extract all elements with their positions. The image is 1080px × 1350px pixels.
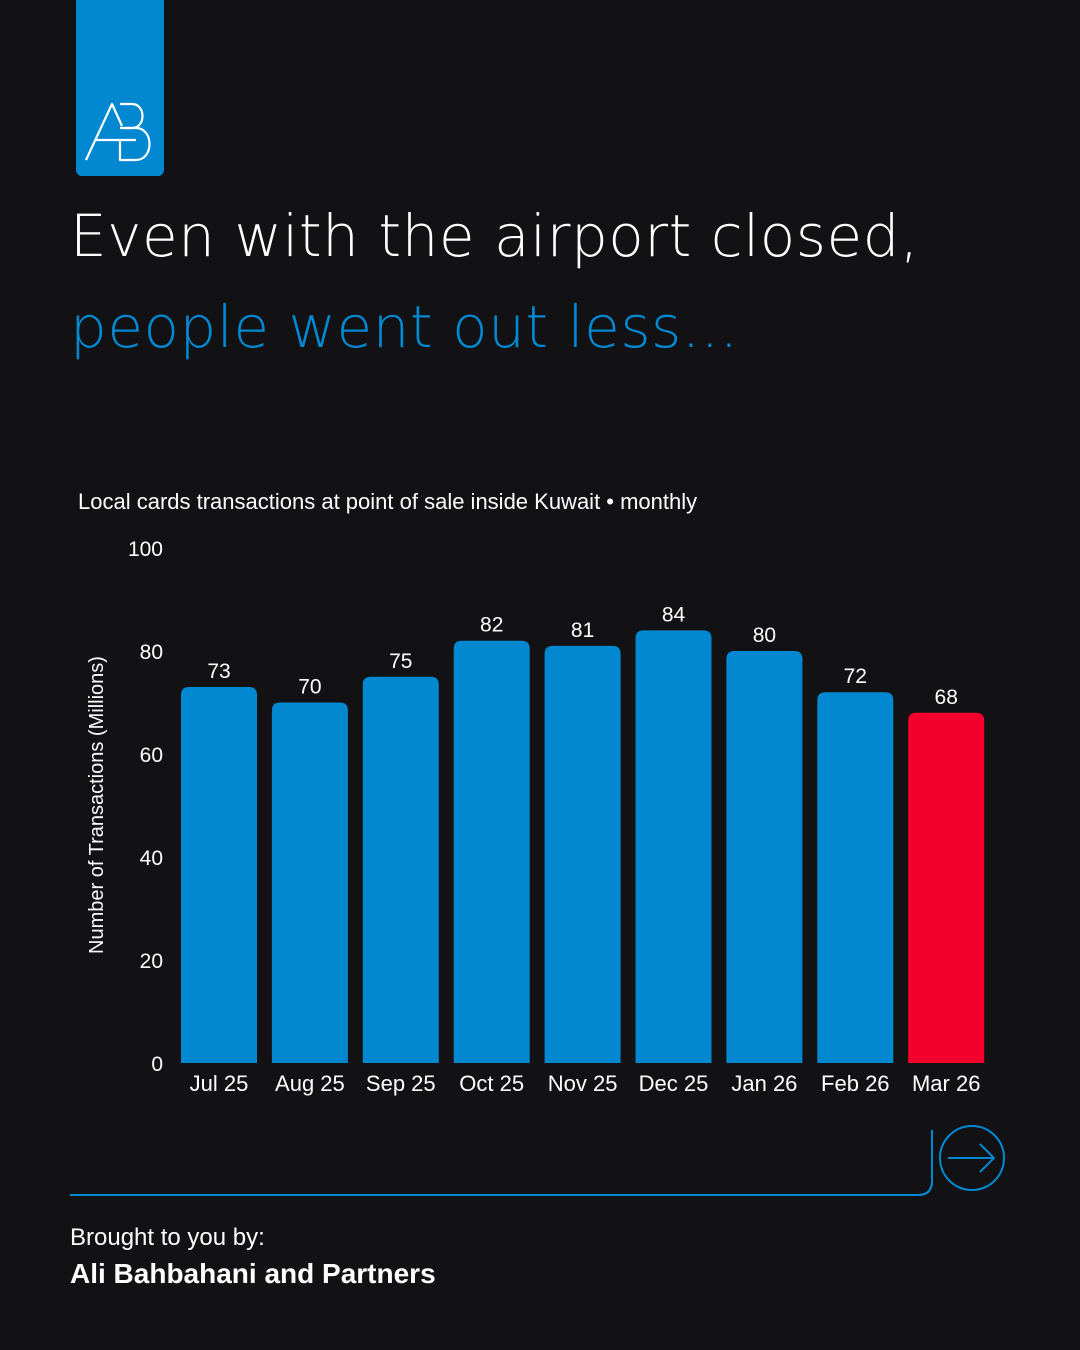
data-label: 75 [389, 650, 412, 673]
x-tick-label: Mar 26 [912, 1071, 980, 1096]
y-tick-label: 20 [140, 950, 163, 973]
x-tick-label: Dec 25 [639, 1071, 709, 1096]
data-label: 82 [480, 614, 503, 637]
y-tick-label: 80 [140, 641, 163, 664]
footer-company: Ali Bahbahani and Partners [70, 1258, 436, 1289]
data-label: 81 [571, 619, 594, 642]
x-tick-label: Aug 25 [275, 1071, 345, 1096]
bar [362, 676, 439, 1063]
x-tick-label: Feb 26 [821, 1071, 890, 1096]
data-label: 70 [298, 676, 321, 699]
logo-tab [76, 0, 164, 176]
ab-monogram-logo [85, 102, 151, 162]
bar-chart: Number of Transactions (Millions) 0 20 40 60… [86, 538, 985, 1096]
footer-divider [70, 1130, 933, 1196]
bar [271, 702, 348, 1063]
headline-line-2: people went out less... [70, 293, 739, 361]
x-tick-label: Nov 25 [548, 1071, 618, 1096]
bar [544, 645, 621, 1063]
data-label: 73 [207, 660, 230, 683]
chart-subtitle: Local cards transactions at point of sal… [78, 489, 698, 514]
y-axis-label: Number of Transactions (Millions) [86, 656, 108, 954]
footer-intro: Brought to you by: [70, 1224, 265, 1251]
bar [726, 651, 803, 1063]
y-tick-label: 100 [128, 538, 163, 561]
y-tick-label: 60 [140, 744, 163, 767]
headline-line-1: Even with the airport closed, [70, 202, 919, 270]
x-tick-label: Sep 25 [366, 1071, 436, 1096]
bar [635, 630, 712, 1063]
data-label: 72 [844, 665, 867, 688]
bar [908, 712, 985, 1063]
x-tick-label: Jan 26 [731, 1071, 797, 1096]
data-label: 84 [662, 603, 686, 626]
bar [817, 692, 894, 1063]
bar [181, 687, 257, 1063]
x-tick-label: Jul 25 [190, 1071, 249, 1096]
x-tick-label: Oct 25 [459, 1071, 524, 1096]
data-label: 80 [753, 624, 776, 647]
data-label: 68 [935, 686, 958, 709]
y-tick-label: 0 [151, 1053, 163, 1076]
y-tick-label: 40 [140, 847, 163, 870]
bar [453, 640, 530, 1063]
